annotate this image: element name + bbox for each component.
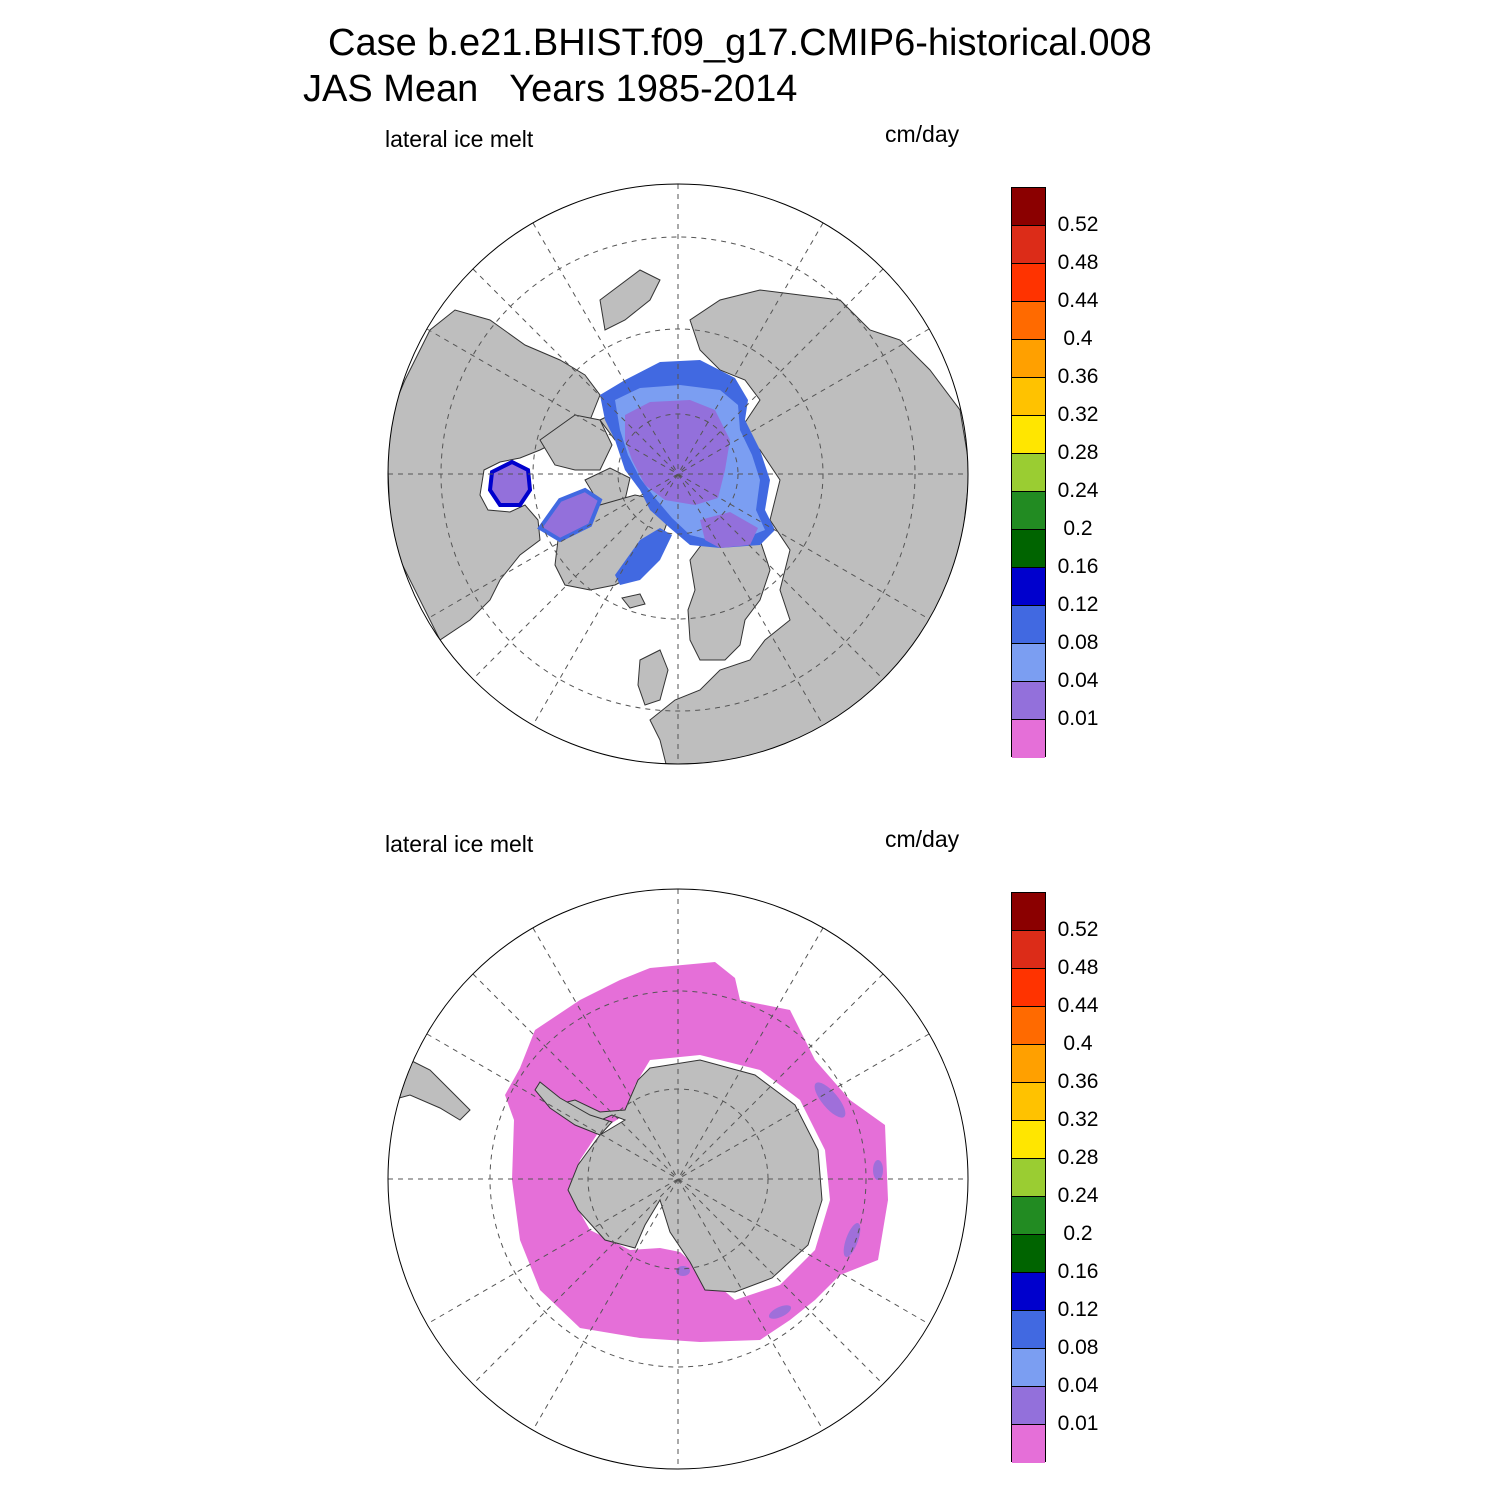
arctic-map-border — [387, 183, 969, 765]
north-america-land — [388, 309, 601, 641]
figure-title-line-1: Case b.e21.BHIST.f09_g17.CMIP6-historica… — [328, 22, 1152, 64]
colorbar-tick-label: 0.44 — [1057, 994, 1099, 1017]
colorbar-tick-label: 0.4 — [1063, 1032, 1093, 1055]
colorbar-swatch — [1012, 1197, 1045, 1235]
colorbar-swatch — [1012, 340, 1045, 378]
colorbar-tick-label: 0.28 — [1057, 1146, 1099, 1169]
colorbar-tick-label: 0.16 — [1057, 555, 1099, 578]
antarctic-map — [388, 889, 968, 1469]
east-greenland-melt — [615, 528, 672, 585]
colorbar-swatch — [1012, 492, 1045, 530]
colorbar-tick-label: 0.01 — [1057, 1412, 1099, 1435]
colorbar-swatch — [1012, 302, 1045, 340]
colorbar-tick-label: 0.52 — [1057, 213, 1099, 236]
arctic-archipelago-1 — [539, 414, 613, 471]
colorbar-swatch — [1012, 720, 1045, 758]
colorbar-tick-label: 0.01 — [1057, 707, 1099, 730]
colorbar-swatch — [1012, 530, 1045, 568]
colorbar-antarctic — [1011, 892, 1046, 1463]
panel-2-variable-label: lateral ice melt — [385, 831, 534, 857]
colorbar-swatch — [1012, 606, 1045, 644]
colorbar-swatch — [1012, 1007, 1045, 1045]
colorbar-swatch — [1012, 1121, 1045, 1159]
colorbar-swatch — [1012, 1045, 1045, 1083]
colorbar-tick-label: 0.4 — [1063, 327, 1093, 350]
colorbar-tick-label: 0.08 — [1057, 631, 1099, 654]
arctic-melt-field — [487, 360, 775, 585]
panel-1-units-label: cm/day — [885, 121, 960, 147]
colorbar-tick-label: 0.16 — [1057, 1260, 1099, 1283]
colorbar-tick-label: 0.32 — [1057, 403, 1099, 426]
colorbar-swatch — [1012, 1425, 1045, 1463]
antarctic-graticule — [388, 889, 968, 1469]
bering-land — [599, 269, 661, 331]
hudson-bay-melt — [487, 459, 533, 507]
colorbar-tick-label: 0.2 — [1063, 1222, 1093, 1245]
colorbar-swatch — [1012, 644, 1045, 682]
colorbar-tick-label: 0.04 — [1057, 669, 1099, 692]
colorbar-swatch — [1012, 454, 1045, 492]
colorbar-tick-label: 0.48 — [1057, 251, 1099, 274]
colorbar-swatch — [1012, 378, 1045, 416]
panel-1-variable-label: lateral ice melt — [385, 126, 534, 152]
colorbar-tick-label: 0.36 — [1057, 1070, 1099, 1093]
colorbar-tick-label: 0.2 — [1063, 517, 1093, 540]
colorbar-tick-label: 0.52 — [1057, 918, 1099, 941]
colorbar-tick-label: 0.28 — [1057, 441, 1099, 464]
arctic-map — [388, 184, 968, 764]
antarctic-peninsula-land — [534, 1081, 613, 1136]
baffin-bay-melt — [537, 487, 603, 543]
figure-title-line-2: JAS Mean Years 1985-2014 — [303, 68, 798, 110]
colorbar-tick-label: 0.24 — [1057, 479, 1099, 502]
panel-2-units-label: cm/day — [885, 826, 960, 852]
colorbar-tick-label: 0.08 — [1057, 1336, 1099, 1359]
south-america-land — [388, 1059, 471, 1121]
colorbar-swatch — [1012, 1235, 1045, 1273]
colorbar-tick-label: 0.12 — [1057, 1298, 1099, 1321]
iceland-land — [621, 593, 646, 609]
arctic-graticule — [388, 184, 968, 764]
antarctic-melt-0.01 — [505, 962, 888, 1342]
colorbar-swatch — [1012, 568, 1045, 606]
melt-level-0.01 — [625, 400, 730, 505]
colorbar-swatch — [1012, 682, 1045, 720]
colorbar-swatch — [1012, 226, 1045, 264]
colorbar-tick-label: 0.04 — [1057, 1374, 1099, 1397]
colorbar-swatch — [1012, 893, 1045, 931]
colorbar-swatch — [1012, 188, 1045, 226]
colorbar-tick-label: 0.48 — [1057, 956, 1099, 979]
colorbar-swatch — [1012, 931, 1045, 969]
colorbar-swatch — [1012, 969, 1045, 1007]
colorbar-swatch — [1012, 1311, 1045, 1349]
colorbar-tick-label: 0.32 — [1057, 1108, 1099, 1131]
colorbar-swatch — [1012, 264, 1045, 302]
colorbar-swatch — [1012, 1273, 1045, 1311]
colorbar-tick-label: 0.44 — [1057, 289, 1099, 312]
colorbar-swatch — [1012, 416, 1045, 454]
antarctic-map-border — [387, 888, 969, 1470]
colorbar-tick-label: 0.36 — [1057, 365, 1099, 388]
colorbar-swatch — [1012, 1083, 1045, 1121]
colorbar-swatch — [1012, 1349, 1045, 1387]
colorbar-tick-label: 0.12 — [1057, 593, 1099, 616]
colorbar-swatch — [1012, 1387, 1045, 1425]
colorbar-tick-label: 0.24 — [1057, 1184, 1099, 1207]
colorbar-arctic — [1011, 187, 1046, 758]
british-isles-land — [637, 649, 669, 706]
colorbar-swatch — [1012, 1159, 1045, 1197]
